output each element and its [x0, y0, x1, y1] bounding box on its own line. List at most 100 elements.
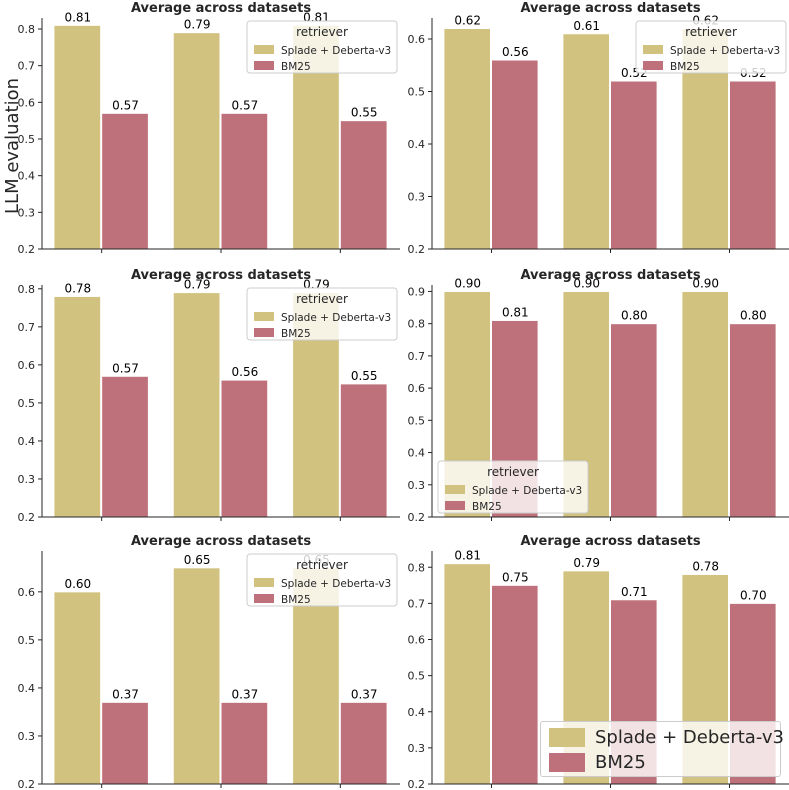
data-label: 0.81 — [454, 549, 481, 563]
legend-box — [437, 460, 589, 514]
legend-label-bm25: BM25 — [472, 501, 502, 513]
bar-bm25 — [339, 701, 388, 785]
legend: retriever Splade + Deberta-v3 BM25 — [246, 287, 398, 341]
y-tick-label: 0.5 — [408, 670, 426, 683]
chart-title: Average across datasets — [131, 534, 311, 549]
y-tick-label: 0.2 — [408, 778, 426, 790]
data-label: 0.70 — [740, 588, 767, 602]
legend-title: retriever — [685, 25, 737, 39]
big-legend-entry-splade: Splade + Deberta-v3 — [549, 725, 784, 749]
y-tick-label: 0.2 — [408, 511, 426, 524]
data-label: 0.62 — [454, 14, 481, 28]
y-axis-label: LLM evaluation — [2, 78, 23, 214]
bar-bm25 — [729, 80, 777, 250]
data-label: 0.79 — [573, 556, 600, 570]
bar-bm25 — [101, 701, 149, 785]
bar-bm25 — [491, 59, 539, 250]
data-label: 0.90 — [573, 276, 600, 290]
data-label: 0.57 — [112, 361, 139, 375]
big-legend-swatch-splade — [549, 727, 585, 747]
legend-label-bm25: BM25 — [281, 328, 311, 340]
legend-swatch-splade — [254, 578, 274, 587]
data-label: 0.79 — [184, 278, 211, 292]
legend-label-bm25: BM25 — [670, 61, 700, 73]
y-tick-label: 0.2 — [18, 778, 36, 790]
legend-swatch-splade — [445, 485, 465, 494]
data-label: 0.37 — [351, 687, 378, 701]
y-tick-label: 0.7 — [408, 350, 426, 363]
legend-swatch-bm25 — [254, 594, 274, 603]
bar-splade — [53, 591, 102, 785]
y-tick-label: 0.2 — [408, 243, 426, 256]
data-label: 0.75 — [502, 570, 529, 584]
bar-bm25 — [101, 375, 149, 518]
legend-swatch-bm25 — [643, 61, 663, 70]
y-tick-label: 0.8 — [18, 283, 36, 296]
legend-box — [246, 287, 398, 341]
bar-splade — [443, 563, 491, 785]
y-tick-label: 0.6 — [18, 359, 36, 372]
bar-splade — [53, 24, 102, 250]
y-tick-label: 0.6 — [408, 33, 426, 46]
big-legend-label-splade: Splade + Deberta-v3 — [595, 726, 784, 748]
chart-title: Average across datasets — [131, 1, 311, 16]
bar-splade — [681, 290, 730, 518]
y-tick-label: 0.3 — [408, 742, 426, 755]
legend-title: retriever — [296, 558, 348, 572]
legend-label-bm25: BM25 — [281, 594, 311, 606]
data-label: 0.80 — [621, 309, 648, 323]
legend: retriever Splade + Deberta-v3 BM25 — [635, 20, 787, 74]
big-legend-entry-bm25: BM25 — [549, 750, 646, 774]
big-legend-swatch-bm25 — [549, 752, 585, 772]
y-tick-label: 0.4 — [408, 706, 426, 719]
data-label: 0.65 — [184, 553, 211, 567]
legend: retriever Splade + Deberta-v3 BM25 — [437, 460, 589, 514]
legend-label-splade: Splade + Deberta-v3 — [472, 485, 582, 497]
data-label: 0.60 — [64, 577, 91, 591]
legend-label-bm25: BM25 — [281, 61, 311, 73]
y-tick-label: 0.7 — [408, 597, 426, 610]
data-label: 0.81 — [64, 10, 91, 24]
bar-bm25 — [339, 120, 388, 250]
data-label: 0.90 — [454, 276, 481, 290]
bar-bm25 — [101, 112, 149, 250]
y-tick-label: 0.3 — [408, 191, 426, 204]
bar-bm25 — [610, 323, 658, 518]
bar-splade — [443, 28, 491, 250]
chart-title: Average across datasets — [520, 1, 700, 16]
y-tick-label: 0.4 — [408, 138, 426, 151]
legend-swatch-bm25 — [254, 61, 274, 70]
legend-label-splade: Splade + Deberta-v3 — [670, 45, 780, 57]
y-tick-label: 0.3 — [18, 730, 36, 743]
y-tick-label: 0.5 — [408, 86, 426, 99]
data-label: 0.37 — [112, 687, 139, 701]
legend-swatch-splade — [643, 45, 663, 54]
data-label: 0.90 — [692, 276, 719, 290]
data-label: 0.55 — [351, 369, 378, 383]
big-legend: Splade + Deberta-v3 BM25 — [540, 721, 784, 777]
y-tick-label: 0.5 — [18, 133, 36, 146]
y-tick-label: 0.3 — [408, 479, 426, 492]
bar-bm25 — [220, 379, 269, 518]
y-tick-label: 0.5 — [408, 414, 426, 427]
y-tick-label: 0.6 — [408, 382, 426, 395]
y-tick-label: 0.8 — [408, 561, 426, 574]
legend-swatch-splade — [254, 312, 274, 321]
y-tick-label: 0.5 — [18, 634, 36, 647]
y-tick-label: 0.4 — [18, 435, 36, 448]
bar-splade — [172, 567, 221, 785]
bar-bm25 — [339, 383, 388, 518]
legend-swatch-bm25 — [445, 501, 465, 510]
y-tick-label: 0.4 — [18, 170, 36, 183]
bar-bm25 — [729, 323, 777, 518]
legend-title: retriever — [487, 465, 539, 479]
bar-bm25 — [220, 112, 269, 250]
data-label: 0.78 — [692, 559, 719, 573]
y-tick-label: 0.7 — [18, 321, 36, 334]
y-tick-label: 0.2 — [18, 511, 36, 524]
legend-label-splade: Splade + Deberta-v3 — [281, 45, 391, 57]
